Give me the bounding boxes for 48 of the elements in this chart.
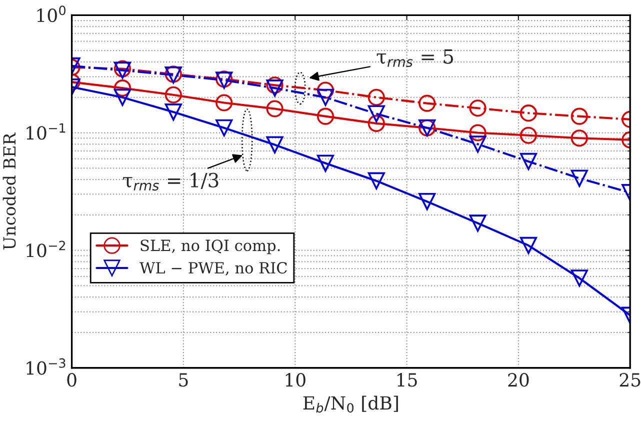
point	[570, 270, 588, 287]
point	[216, 94, 233, 112]
y-tick-label: 10$^{0}$	[37, 6, 66, 22]
y-tick-label: 10$^{−3}$	[26, 358, 66, 375]
point	[266, 76, 284, 94]
point	[316, 108, 334, 125]
point	[368, 105, 385, 122]
x-tick-label: 10	[286, 373, 306, 387]
y-axis-title: Uncoded BER	[2, 132, 16, 250]
point	[469, 100, 486, 117]
point	[520, 126, 538, 144]
annotation: τ$_{rms}$ = 5	[376, 49, 454, 67]
x-tick-label: 5	[179, 373, 188, 387]
point	[164, 86, 182, 104]
point	[216, 119, 233, 136]
point	[570, 130, 588, 147]
point	[114, 80, 132, 97]
point	[164, 104, 182, 121]
point	[570, 108, 588, 125]
point	[469, 124, 486, 142]
point	[520, 104, 538, 122]
annotation: τ$_{rms}$ = 1/3	[123, 172, 218, 191]
point	[114, 88, 132, 106]
point	[368, 88, 385, 106]
point	[368, 172, 385, 190]
y-tick-label: 10$^{−2}$	[26, 240, 66, 258]
point	[418, 94, 436, 112]
x-tick-label: 25	[620, 373, 640, 387]
point	[520, 236, 538, 254]
point	[266, 100, 284, 118]
point	[316, 82, 334, 99]
x-tick-label: 20	[508, 373, 529, 387]
point	[469, 136, 486, 153]
point	[418, 192, 436, 210]
point	[266, 136, 284, 154]
point	[469, 214, 486, 232]
point	[520, 152, 538, 170]
x-tick-label: 0	[67, 373, 76, 387]
legend-label: SLE, no IQI comp.	[140, 240, 280, 254]
point	[570, 170, 588, 187]
point	[316, 88, 334, 106]
legend-label: WL − PWE, no RIC	[140, 262, 287, 276]
x-axis-title: E$_{b}$/N$_{0}$ [dB]	[303, 396, 398, 413]
x-tick-label: 15	[397, 373, 417, 387]
point	[368, 114, 385, 132]
point	[316, 154, 334, 172]
y-tick-label: 10$^{−1}$	[26, 123, 66, 140]
point	[266, 80, 284, 97]
